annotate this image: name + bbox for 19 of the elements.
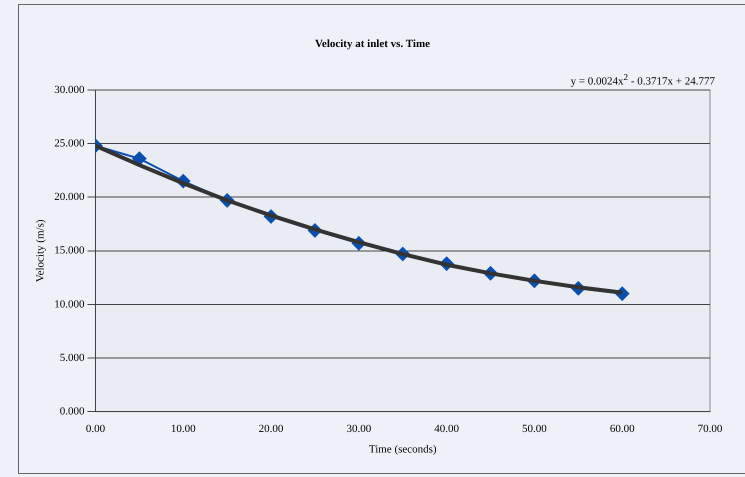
y-tick-label: 15.000 xyxy=(54,244,85,257)
x-tick-label: 30.00 xyxy=(346,423,372,436)
chart-title: Velocity at inlet vs. Time xyxy=(314,38,431,50)
x-tick-label: 10.00 xyxy=(170,423,196,436)
x-tick-label: 50.00 xyxy=(522,423,548,436)
y-axis-title: Velocity (m/s) xyxy=(34,219,46,282)
x-axis-title: Time (seconds) xyxy=(368,443,437,456)
y-tick-label: 0.000 xyxy=(60,405,85,418)
y-tick-label: 20.000 xyxy=(54,191,85,204)
x-tick-label: 70.00 xyxy=(698,423,723,436)
y-tick-label: 10.000 xyxy=(54,298,85,310)
x-tick-label: 60.00 xyxy=(610,423,636,436)
y-tick-label: 30.000 xyxy=(54,84,85,96)
text: y = 0.0024x$^{2}$ - 0.3717x + 24.777 xyxy=(570,72,715,88)
y-tick-label: 25.000 xyxy=(54,137,85,150)
x-tick-label: 20.00 xyxy=(258,423,284,436)
x-tick-label: 0.00 xyxy=(86,423,106,436)
y-tick-label: 5.000 xyxy=(60,352,85,364)
x-tick-label: 40.00 xyxy=(434,423,460,436)
